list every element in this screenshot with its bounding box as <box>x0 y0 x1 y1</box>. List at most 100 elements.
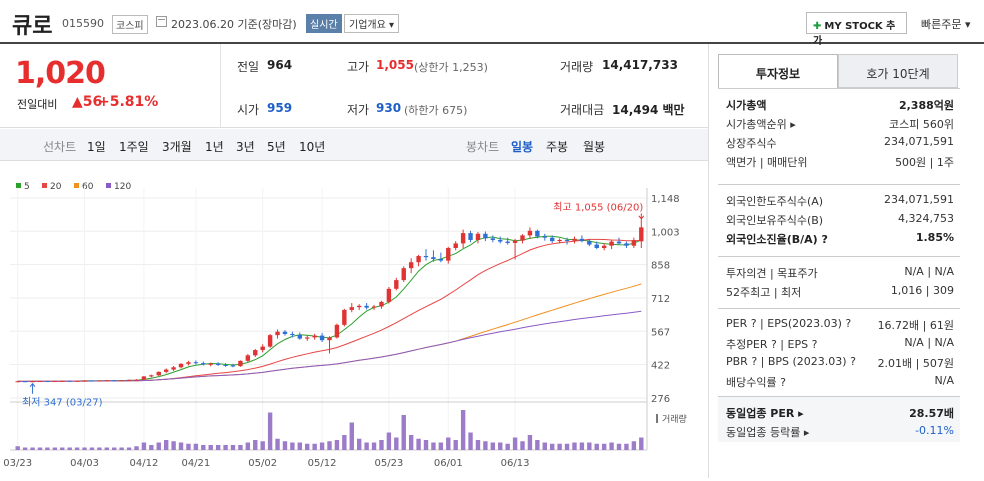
volume-bar <box>149 445 154 450</box>
volume-bar <box>512 437 518 450</box>
low-value: 930 <box>376 101 402 115</box>
volume-bar <box>327 441 332 450</box>
info-row: 배당수익률 ? N/A <box>726 374 954 390</box>
candle-body <box>89 380 95 382</box>
candle-body <box>282 331 288 335</box>
volume-bar <box>453 440 458 450</box>
legend-swatch <box>16 183 21 188</box>
add-mystock-label: MY STOCK 추가 <box>813 21 896 47</box>
candle-body <box>275 331 280 336</box>
candle-body <box>45 381 50 383</box>
candle-body <box>149 375 154 377</box>
candle-body <box>30 381 35 383</box>
x-tick-label: 05/12 <box>308 458 337 469</box>
info-row: 외국인보유주식수(B) 4,324,753 <box>726 212 954 228</box>
candle-body <box>609 241 614 246</box>
candle-body <box>260 346 265 351</box>
tab-investment-info[interactable]: 투자정보 <box>718 54 838 88</box>
candle-body <box>490 238 496 240</box>
candle-body <box>394 280 399 289</box>
candle-body <box>208 363 213 365</box>
volume-bar <box>587 442 592 450</box>
volume-bar <box>208 445 213 450</box>
info-key: 추정PER ? | EPS ? <box>726 338 818 351</box>
info-row: 시가총액순위 ▸ 코스피 560위 <box>726 116 954 132</box>
volume-bar <box>97 447 102 450</box>
info-row: 외국인한도주식수(A) 234,071,591 <box>726 193 954 209</box>
volume-bar <box>557 443 562 450</box>
stock-header: 큐로 015590 코스피 2023.06.20 기준(장마감) 실시간 기업개… <box>0 0 984 47</box>
y-tick-label: 858 <box>651 261 670 272</box>
volume-bar <box>37 447 43 450</box>
tab-monthly[interactable]: 월봉 <box>583 140 606 154</box>
candle-body <box>290 334 295 336</box>
volume-bar <box>201 445 206 450</box>
volume-bar <box>535 440 540 450</box>
volume-bar <box>22 447 28 450</box>
high-value: 1,055 <box>376 58 414 72</box>
candle-body <box>334 324 340 338</box>
add-mystock-button[interactable]: ✚ MY STOCK 추가 <box>806 12 907 47</box>
change-value: ▲56 <box>72 94 103 110</box>
candle-body <box>594 244 599 248</box>
tab-daily[interactable]: 일봉 <box>511 140 534 154</box>
tab-5year[interactable]: 5년 <box>267 140 286 154</box>
tab-1year[interactable]: 1년 <box>205 140 224 154</box>
prev-close-label: 전일 <box>237 60 260 74</box>
candle-body <box>460 233 466 244</box>
x-tick-label: 04/12 <box>129 458 158 469</box>
candle-body <box>141 376 147 380</box>
volume-bar <box>260 441 265 450</box>
candle-body <box>52 381 58 383</box>
volume-bar <box>282 441 288 450</box>
realtime-button[interactable]: 실시간 <box>306 14 342 33</box>
amount-value: 14,494 백만 <box>612 103 685 117</box>
info-key: 시가총액순위 ▸ <box>726 118 796 131</box>
volume-bar <box>572 442 577 450</box>
volume-bar <box>238 445 243 450</box>
tab-3year[interactable]: 3년 <box>236 140 255 154</box>
quick-order-dropdown[interactable]: 빠른주문 ▾ <box>921 18 971 31</box>
tab-1day[interactable]: 1일 <box>87 140 106 154</box>
ma-line-60 <box>17 283 642 382</box>
calendar-icon <box>156 16 167 27</box>
y-tick-label: 1,148 <box>651 194 680 205</box>
volume-bar <box>275 438 280 450</box>
candle-body <box>401 268 406 281</box>
x-tick-label: 04/03 <box>70 458 99 469</box>
candle-body <box>342 309 347 325</box>
candle-body <box>438 259 444 261</box>
tab-10year[interactable]: 10년 <box>299 140 326 154</box>
volume-bar <box>163 440 169 450</box>
volume-bar <box>520 441 525 450</box>
candle-body <box>156 371 161 376</box>
volume-bar <box>408 435 414 450</box>
x-tick-label: 05/02 <box>248 458 277 469</box>
info-row: 외국인소진율(B/A) ? 1.85% <box>726 231 954 247</box>
candle-body <box>408 262 414 269</box>
candle-body <box>134 379 139 381</box>
info-key: 시가총액 <box>726 99 767 112</box>
volume-bar <box>89 447 95 450</box>
volume-bar <box>342 435 347 450</box>
tab-3month[interactable]: 3개월 <box>162 140 192 154</box>
candle-body <box>201 363 206 365</box>
volume-bar <box>245 442 251 450</box>
volume-bar <box>290 442 295 450</box>
stock-chart[interactable]: 5 20 60 120 1,148 1,003 858 712 567 422 276 거래량 03/2… <box>0 162 708 478</box>
tab-order-book[interactable]: 호가 10단계 <box>838 54 958 88</box>
tab-weekly[interactable]: 주봉 <box>546 140 569 154</box>
tab-1week[interactable]: 1주일 <box>119 140 149 154</box>
change-rate: +5.81% <box>98 94 159 110</box>
candle-body <box>193 362 199 364</box>
divider <box>708 44 709 478</box>
volume-bar <box>267 412 273 450</box>
volume-bar <box>60 447 65 450</box>
candle-body <box>327 337 332 341</box>
volume-bar <box>438 442 444 450</box>
info-value: N/A | N/A <box>904 336 954 349</box>
volume-bar <box>527 435 533 450</box>
ma-line-20 <box>17 238 642 382</box>
company-overview-dropdown[interactable]: 기업개요 ▾ <box>344 14 399 33</box>
volume-bar <box>112 447 117 450</box>
